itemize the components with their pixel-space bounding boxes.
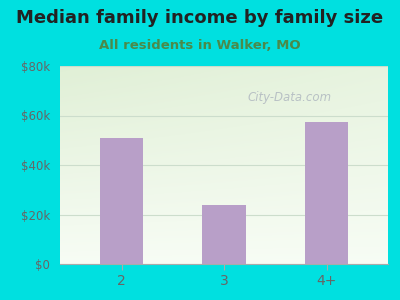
Bar: [305, 122, 348, 264]
Text: All residents in Walker, MO: All residents in Walker, MO: [99, 39, 301, 52]
Text: Median family income by family size: Median family income by family size: [16, 9, 384, 27]
Text: City-Data.com: City-Data.com: [248, 91, 332, 104]
Bar: [202, 205, 246, 264]
Bar: [100, 138, 143, 264]
